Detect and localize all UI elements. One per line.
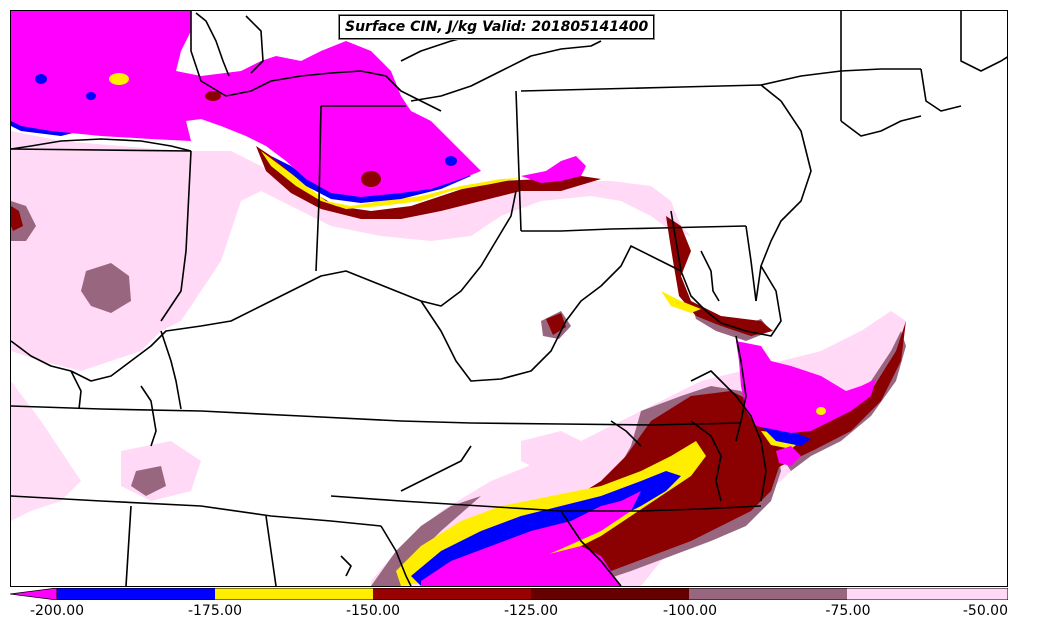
colorbar-tick-label: -200.00 (29, 603, 85, 619)
map-title: Surface CIN, J/kg Valid: 201805141400 (337, 14, 656, 40)
colorbar-tick-label: -150.00 (345, 603, 401, 619)
colorbar-outline (56, 588, 1008, 600)
colorbar-tick-label: -75.00 (825, 603, 871, 619)
colorbar-extend-min (10, 588, 58, 600)
colorbar-tick-label: -50.00 (962, 603, 1008, 619)
colorbar-bin-175-150 (215, 588, 373, 600)
colorbar (10, 588, 1008, 600)
map-panel (10, 10, 1008, 587)
colorbar-bin-100-75 (689, 588, 847, 600)
colorbar-tick-label: -175.00 (187, 603, 243, 619)
colorbar-bin-125-100 (531, 588, 689, 600)
colorbar-tick-label: -125.00 (503, 603, 559, 619)
cin-shading-spots (35, 73, 826, 415)
cin-map (11, 11, 1007, 586)
colorbar-bin-200-175 (57, 588, 215, 600)
colorbar-tick-label: -100.00 (662, 603, 718, 619)
colorbar-bin-150-125 (373, 588, 531, 600)
colorbar-bin-75-50 (847, 588, 1008, 600)
cin-shading-magenta (11, 11, 876, 586)
